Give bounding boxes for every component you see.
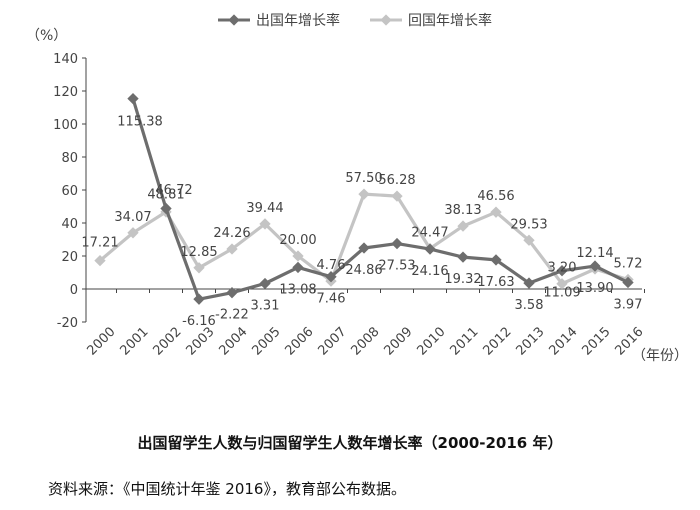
y-tick-label: 80 xyxy=(61,151,78,166)
axes: -200204060801001201402000200120022003200… xyxy=(53,52,646,359)
x-tick-label: 2007 xyxy=(316,325,350,359)
data-point-outbound xyxy=(358,242,370,254)
data-point-outbound xyxy=(556,265,568,277)
data-label-outbound: 3.31 xyxy=(251,299,280,314)
data-point-return xyxy=(457,220,469,232)
x-tick-label: 2004 xyxy=(217,325,251,359)
data-point-return xyxy=(259,218,271,230)
series-line-outbound xyxy=(131,98,629,301)
data-label-return: 20.00 xyxy=(279,233,316,248)
data-label-return: 24.47 xyxy=(411,226,448,241)
data-point-outbound xyxy=(160,202,172,215)
data-label-return: 17.21 xyxy=(81,236,118,251)
data-point-return xyxy=(358,188,370,200)
data-point-return xyxy=(556,278,568,290)
data-point-return xyxy=(490,206,502,218)
data-source-note: 资料来源：《中国统计年鉴 2016》，教育部公布数据。 xyxy=(48,480,406,498)
data-point-return xyxy=(127,227,139,239)
data-label-return: 46.56 xyxy=(477,189,514,204)
data-label-return: 3.20 xyxy=(548,261,577,276)
x-tick-label: 2003 xyxy=(184,325,218,359)
data-point-outbound xyxy=(226,287,238,299)
x-tick-label: 2006 xyxy=(283,325,317,359)
data-point-outbound xyxy=(292,261,304,274)
data-label-return: 12.14 xyxy=(576,246,613,261)
line-chart: 出国年增长率 回国年增长率 （%） （年份） -20 0 20 40 60 80 100 12… xyxy=(26,12,688,364)
data-point-outbound xyxy=(589,260,601,272)
x-tick-label: 2005 xyxy=(250,325,284,359)
data-point-return xyxy=(226,243,238,255)
data-label-outbound: 48.81 xyxy=(147,187,184,202)
data-label-outbound: 24.16 xyxy=(411,264,448,279)
data-point-outbound xyxy=(391,237,403,250)
data-point-outbound xyxy=(325,271,337,283)
data-label-return: 4.76 xyxy=(317,258,346,273)
data-label-return: 39.44 xyxy=(246,201,283,216)
y-tick-label: 40 xyxy=(61,217,78,232)
chart-title: 出国留学生人数与归国留学生人数年增长率（2000-2016 年） xyxy=(137,434,563,452)
x-tick-label: 2010 xyxy=(415,325,449,359)
data-label-outbound: 11.09 xyxy=(543,286,580,301)
data-label-outbound: 3.58 xyxy=(515,298,544,313)
data-label-return: 29.53 xyxy=(510,217,547,232)
data-label-outbound: 13.08 xyxy=(279,282,316,297)
data-label-outbound: 3.97 xyxy=(614,297,643,312)
data-point-return xyxy=(292,250,304,262)
y-tick-label: -20 xyxy=(57,316,78,331)
x-unit-label: （年份） xyxy=(632,348,688,364)
data-label-outbound: 17.63 xyxy=(477,275,514,290)
data-label-return: 57.50 xyxy=(345,171,382,186)
legend-marker-return xyxy=(380,14,392,26)
data-label-outbound: 19.32 xyxy=(444,272,481,287)
y-tick-label: 20 xyxy=(61,250,78,265)
data-point-outbound xyxy=(457,251,469,263)
legend-marker-outbound xyxy=(228,14,240,26)
legend-label-return: 回国年增长率 xyxy=(408,12,492,29)
series-layer xyxy=(94,92,634,305)
legend: 出国年增长率 回国年增长率 xyxy=(218,12,492,29)
data-point-outbound xyxy=(523,277,535,289)
y-tick-label: 140 xyxy=(53,52,78,67)
data-label-return: 12.85 xyxy=(180,245,217,260)
data-point-outbound xyxy=(622,276,634,289)
data-label-return: 34.07 xyxy=(114,210,151,225)
x-tick-label: 2015 xyxy=(580,325,614,359)
data-label-return: 56.28 xyxy=(378,173,415,188)
x-tick-label: 2002 xyxy=(151,325,185,359)
y-tick-label: 0 xyxy=(70,283,78,298)
y-unit-label: （%） xyxy=(26,28,67,44)
data-point-outbound xyxy=(259,277,271,290)
data-label-return: 46.72 xyxy=(155,183,192,198)
data-label-outbound: 7.46 xyxy=(317,292,346,307)
data-point-outbound xyxy=(193,293,205,305)
x-tick-label: 2008 xyxy=(349,325,383,359)
data-point-outbound xyxy=(424,243,436,255)
data-point-return xyxy=(523,234,535,246)
data-point-return xyxy=(391,190,403,202)
data-label-return: 5.72 xyxy=(614,257,643,272)
x-tick-label: 2009 xyxy=(382,325,416,359)
data-label-outbound: 13.90 xyxy=(576,281,613,296)
x-tick-label: 2013 xyxy=(514,325,548,359)
x-tick-label: 2001 xyxy=(118,325,152,359)
legend-label-outbound: 出国年增长率 xyxy=(256,12,340,29)
data-label-return: 38.13 xyxy=(444,203,481,218)
data-label-outbound: -6.16 xyxy=(182,314,216,329)
y-tick-label: 60 xyxy=(61,184,78,199)
data-label-outbound: 27.53 xyxy=(378,259,415,274)
data-label-outbound: -2.22 xyxy=(215,308,249,323)
data-point-outbound xyxy=(127,92,139,105)
x-tick-label: 2011 xyxy=(448,325,482,359)
data-label-outbound: 24.86 xyxy=(345,263,382,278)
data-label-outbound: 115.38 xyxy=(117,115,163,130)
x-tick-label: 2000 xyxy=(85,325,119,359)
y-tick-label: 100 xyxy=(53,118,78,133)
x-tick-label: 2012 xyxy=(481,325,515,359)
x-tick-label: 2014 xyxy=(547,325,581,359)
data-label-return: 24.26 xyxy=(213,226,250,241)
data-point-return xyxy=(193,262,205,274)
y-tick-label: 120 xyxy=(53,85,78,100)
